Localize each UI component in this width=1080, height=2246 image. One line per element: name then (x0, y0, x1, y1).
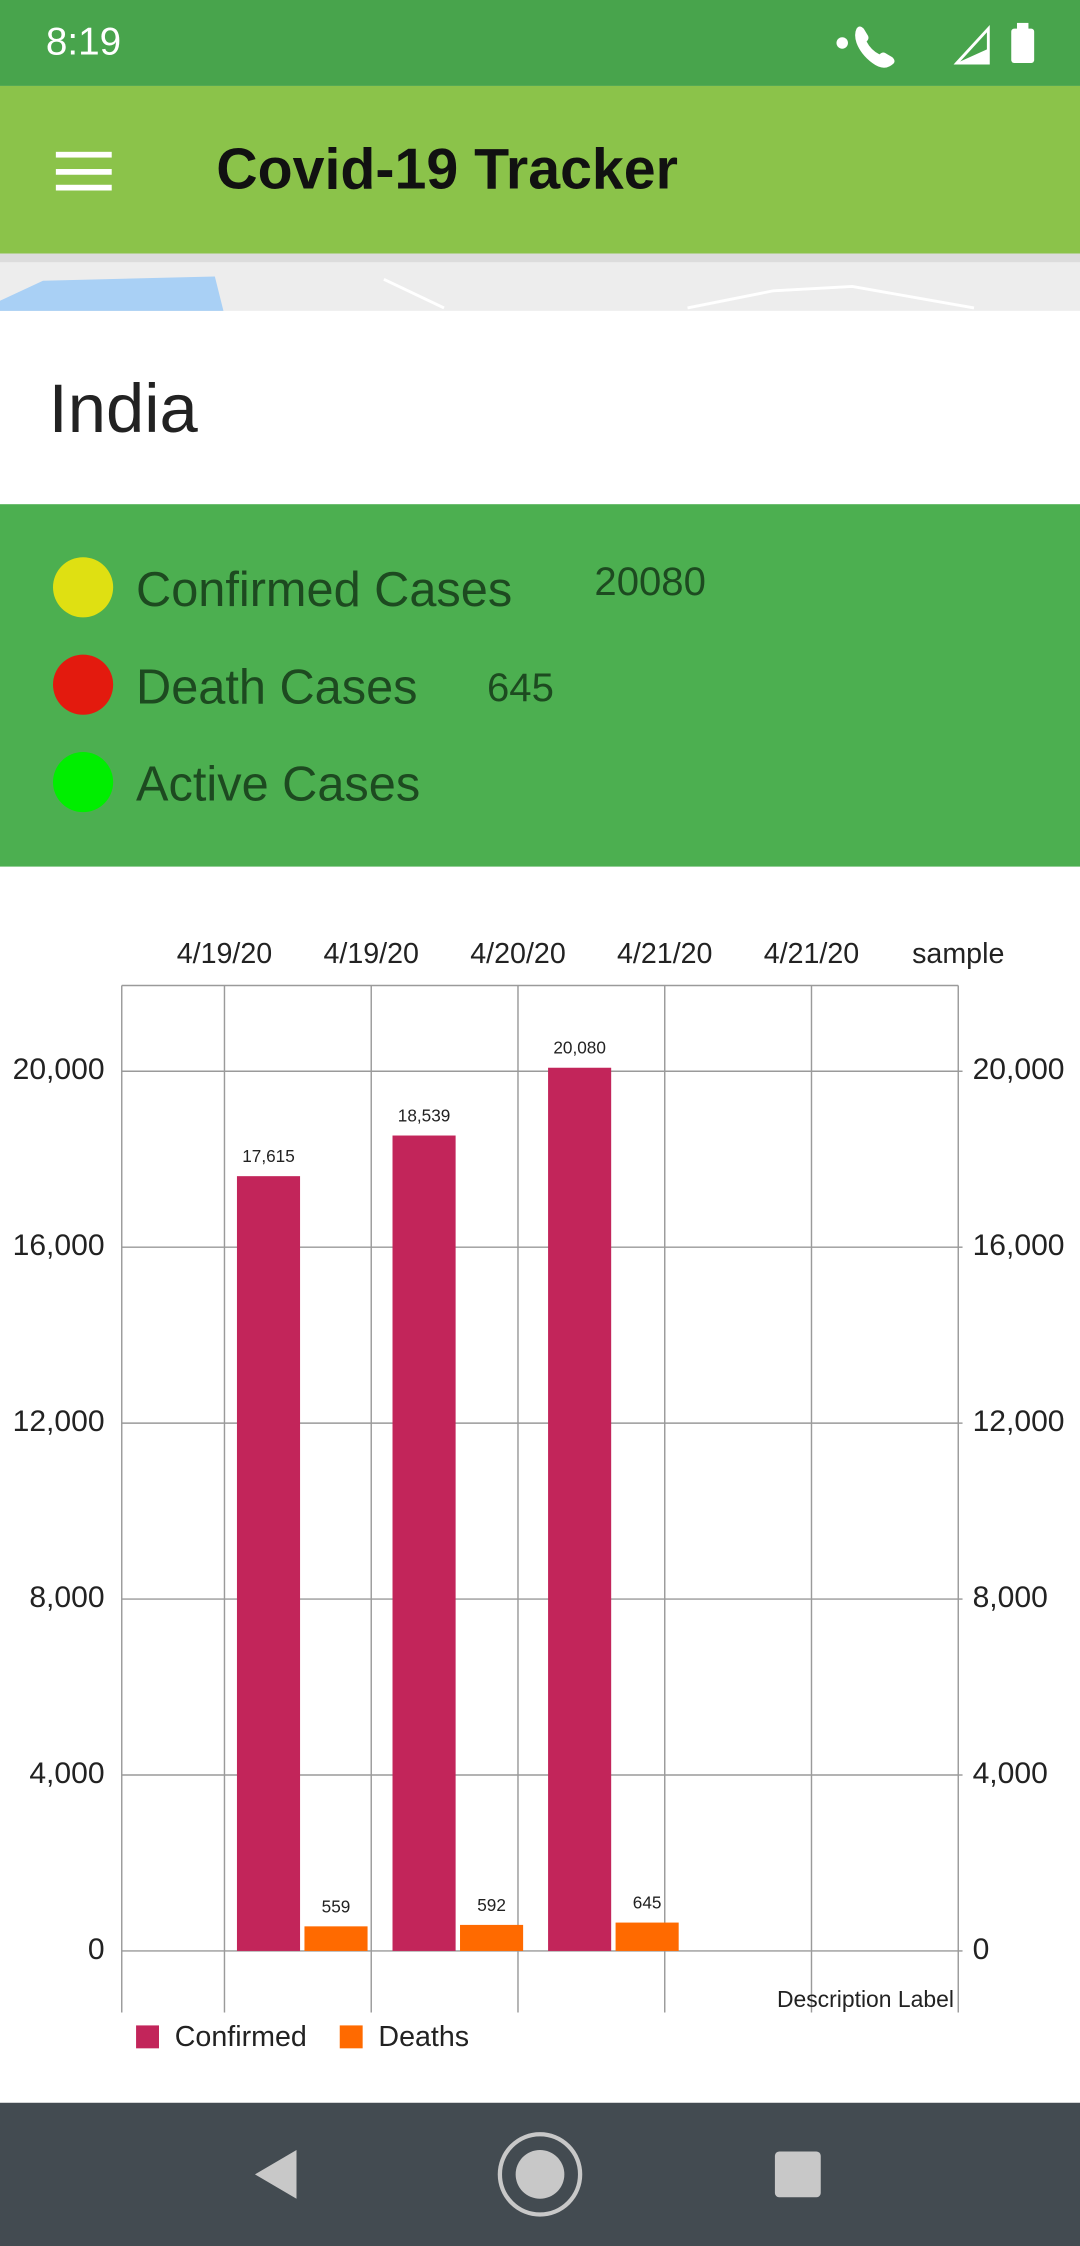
battery-icon (1011, 28, 1035, 64)
y2-tick-label: 20,000 (973, 1053, 1065, 1086)
data-label: 17,615 (242, 1146, 295, 1166)
y-tick-label: 0 (88, 1933, 105, 1966)
data-label: 18,539 (398, 1105, 451, 1125)
legend-label: Deaths (378, 2021, 469, 2053)
x-tick-label: 4/21/20 (764, 938, 860, 970)
bar (548, 1067, 612, 1951)
bar (460, 1924, 524, 1951)
stat-label: Active Cases (136, 758, 420, 812)
home-button[interactable] (497, 2132, 583, 2217)
y-tick-label: 16,000 (13, 1229, 105, 1262)
y2-tick-label: 12,000 (973, 1405, 1065, 1438)
y-tick-label: 8,000 (29, 1581, 104, 1614)
y2-tick-label: 0 (973, 1933, 990, 1966)
app-title: Covid-19 Tracker (216, 137, 678, 201)
confirmed-dot (52, 557, 114, 618)
legend-swatch (339, 2025, 363, 2049)
call-icon (855, 26, 895, 68)
data-label: 20,080 (553, 1038, 606, 1058)
map-road (383, 278, 975, 310)
y-tick-label: 4,000 (29, 1757, 104, 1790)
menu-button[interactable] (55, 151, 112, 191)
x-tick-label: sample (912, 938, 1004, 970)
battery-tip (1016, 22, 1029, 31)
death-dot (52, 654, 114, 715)
home-dot (515, 2150, 565, 2199)
country-name: India (49, 370, 199, 447)
dot-icon (836, 37, 848, 49)
data-label: 645 (633, 1892, 662, 1912)
app-bar-shadow (0, 253, 1080, 263)
y2-tick-label: 8,000 (973, 1581, 1048, 1614)
stat-value: 645 (487, 666, 554, 710)
menu-line (55, 151, 112, 158)
status-time: 8:19 (46, 21, 121, 64)
x-tick-label: 4/19/20 (177, 938, 273, 970)
data-label: 592 (477, 1895, 506, 1915)
chart-description: Description Label (777, 1986, 954, 2012)
status-bar (0, 0, 1080, 86)
bar (236, 1176, 301, 1951)
data-label: 559 (322, 1896, 351, 1916)
y2-tick-label: 4,000 (973, 1757, 1048, 1790)
map-water (0, 276, 224, 311)
y-tick-label: 20,000 (13, 1053, 105, 1086)
menu-line (55, 169, 112, 175)
bar (615, 1922, 679, 1951)
app-bar (0, 85, 1080, 254)
signal-fill (956, 48, 989, 64)
bar (304, 1926, 368, 1951)
status-icons (836, 22, 1035, 68)
y-tick-label: 12,000 (13, 1405, 105, 1438)
stat-label: Confirmed Cases (136, 563, 512, 617)
home-ring (497, 2132, 583, 2217)
x-tick-label: 4/19/20 (323, 938, 419, 970)
recents-button[interactable] (774, 2151, 821, 2198)
legend-swatch (136, 2025, 159, 2049)
y2-tick-label: 16,000 (973, 1229, 1065, 1262)
bar (392, 1135, 456, 1951)
x-tick-label: 4/20/20 (470, 938, 566, 970)
legend-label: Confirmed (175, 2021, 307, 2053)
menu-line (55, 184, 112, 191)
stat-value: 20080 (594, 560, 705, 604)
stats-panel (0, 504, 1080, 867)
stat-label: Death Cases (136, 660, 417, 714)
chart: 0 4,000 8,000 12,000 16,000 20,000 0 4,000 8,000… (13, 938, 1065, 2053)
active-dot (52, 752, 114, 813)
x-tick-label: 4/21/20 (617, 938, 713, 970)
back-button[interactable] (254, 2150, 297, 2199)
